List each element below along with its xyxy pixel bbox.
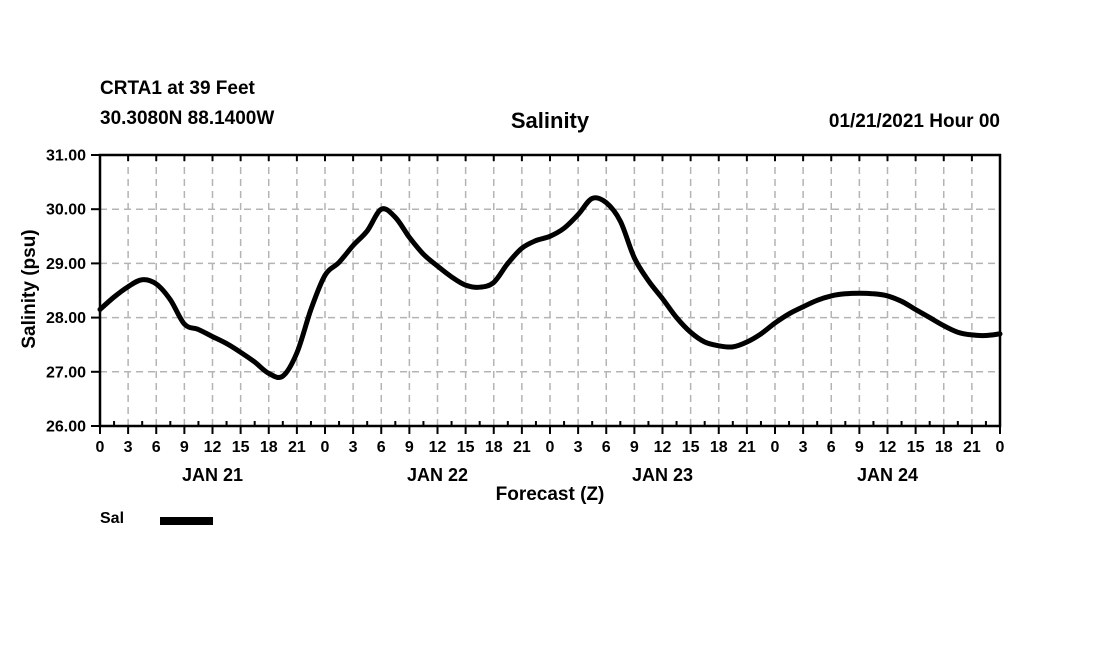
x-tick-label: 6 <box>152 439 161 456</box>
x-tick-label: 3 <box>574 439 583 456</box>
day-label: JAN 23 <box>632 465 693 485</box>
x-tick-label: 0 <box>321 439 330 456</box>
day-label: JAN 24 <box>857 465 918 485</box>
x-tick-label: 18 <box>935 439 953 456</box>
x-tick-label: 0 <box>546 439 555 456</box>
x-tick-label: 15 <box>907 439 925 456</box>
x-tick-label: 18 <box>485 439 503 456</box>
x-tick-label: 6 <box>602 439 611 456</box>
x-tick-label: 21 <box>288 439 306 456</box>
x-tick-label: 12 <box>204 439 222 456</box>
station-name: CRTA1 at 39 Feet <box>100 78 255 99</box>
x-tick-label: 6 <box>377 439 386 456</box>
x-tick-label: 15 <box>457 439 475 456</box>
y-tick-label: 29.00 <box>46 256 86 273</box>
x-tick-label: 0 <box>771 439 780 456</box>
x-tick-label: 3 <box>124 439 133 456</box>
x-tick-label: 9 <box>855 439 864 456</box>
x-tick-label: 9 <box>630 439 639 456</box>
y-tick-label: 31.00 <box>46 148 86 165</box>
x-tick-label: 18 <box>260 439 278 456</box>
station-header: CRTA1 at 39 Feet 30.3080N 88.1400W <box>100 74 274 134</box>
chart-title: Salinity <box>510 108 590 133</box>
x-tick-label: 12 <box>879 439 897 456</box>
day-label: JAN 22 <box>407 465 468 485</box>
y-tick-label: 27.00 <box>46 364 86 381</box>
station-coordinates: 30.3080N 88.1400W <box>100 108 275 129</box>
salinity-curve <box>97 195 1003 380</box>
forecast-datetime: 01/21/2021 Hour 00 <box>828 111 1000 132</box>
x-tick-label: 0 <box>996 439 1005 456</box>
y-tick-label: 26.00 <box>46 419 86 436</box>
x-tick-label: 21 <box>963 439 981 456</box>
x-tick-label: 3 <box>349 439 358 456</box>
x-axis-title: Forecast (Z) <box>495 484 605 505</box>
legend-line-swatch <box>160 517 213 525</box>
x-tick-label: 3 <box>799 439 808 456</box>
x-tick-label: 0 <box>96 439 105 456</box>
x-tick-label: 18 <box>710 439 728 456</box>
y-tick-label: 30.00 <box>46 202 86 219</box>
legend-label: Sal <box>100 510 125 527</box>
day-label: JAN 21 <box>182 465 243 485</box>
x-tick-label: 21 <box>513 439 531 456</box>
x-tick-label: 12 <box>429 439 447 456</box>
x-tick-label: 15 <box>682 439 700 456</box>
x-tick-label: 9 <box>405 439 414 456</box>
x-tick-label: 15 <box>232 439 250 456</box>
x-tick-label: 9 <box>180 439 189 456</box>
x-tick-label: 12 <box>654 439 672 456</box>
x-tick-label: 6 <box>827 439 836 456</box>
x-tick-label: 21 <box>738 439 756 456</box>
y-tick-label: 28.00 <box>46 310 86 327</box>
